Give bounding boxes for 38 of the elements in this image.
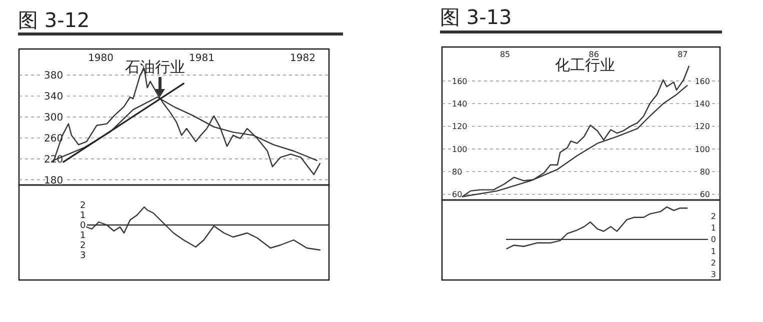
chart-title: 图 3-12 [18, 8, 90, 32]
y-tick-label: 60 [452, 190, 462, 200]
y-tick-label: 160 [452, 76, 468, 86]
text: 石油行业 [125, 58, 185, 76]
y2-tick-label: 1 [710, 224, 716, 233]
y2-tick-label: 60 [700, 190, 710, 200]
y2-tick-label: 120 [694, 122, 710, 132]
y2-tick-label: 100 [694, 144, 710, 154]
y-tick-label: 1 [80, 231, 86, 242]
y-tick-label: 1 [80, 211, 86, 222]
y2-tick-label: 3 [710, 270, 716, 280]
chart-title: 图 3-13 [440, 5, 512, 29]
x-tick-label: 1982 [290, 53, 316, 64]
y-tick-label: 300 [44, 112, 64, 124]
y2-tick-label: 160 [694, 76, 710, 86]
y-tick-label: 180 [44, 175, 64, 186]
y2-tick-label: 2 [710, 212, 716, 222]
y-tick-label: 380 [44, 70, 64, 82]
y-tick-label: 100 [452, 144, 468, 154]
text: 化工行业 [555, 56, 615, 74]
x-tick-label: 1980 [88, 53, 114, 64]
y-tick-label: 2 [80, 241, 86, 252]
y2-tick-label: 0 [710, 235, 716, 244]
x-tick-label: 86 [588, 50, 599, 59]
y2-tick-label: 80 [700, 167, 710, 176]
y-tick-label: 140 [452, 99, 468, 108]
y-tick-label: 0 [80, 221, 86, 232]
y-tick-label: 80 [452, 167, 462, 176]
x-tick-label: 1981 [189, 53, 214, 64]
x-tick-label: 87 [678, 50, 688, 59]
y-tick-label: 340 [44, 92, 64, 103]
y-tick-label: 3 [80, 251, 86, 262]
y2-tick-label: 1 [710, 246, 716, 256]
y-tick-label: 2 [80, 201, 86, 212]
y2-tick-label: 140 [694, 99, 710, 108]
x-tick-label: 85 [500, 50, 510, 59]
y-tick-label: 120 [452, 122, 468, 132]
y2-tick-label: 2 [710, 258, 716, 268]
